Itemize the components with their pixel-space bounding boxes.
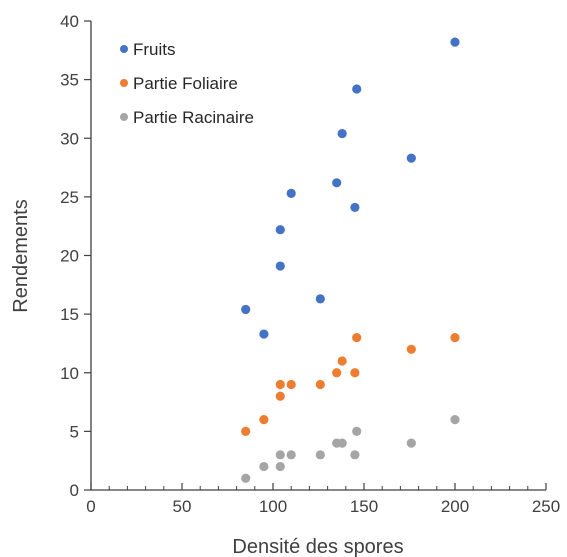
data-point: [332, 368, 342, 378]
legend-marker: [120, 45, 128, 53]
data-point: [241, 426, 251, 436]
data-point: [315, 450, 325, 460]
data-point: [275, 379, 285, 390]
data-point: [450, 332, 460, 343]
plot-area: 0 5 10 15 20 25 30 35 40 0 50 100 150 200 250: [60, 12, 560, 516]
y-tick-label: 10: [60, 364, 79, 383]
data-point: [337, 438, 347, 448]
data-points: [241, 37, 460, 483]
series-partie-racinaire: [241, 415, 460, 483]
legend-marker: [120, 113, 128, 121]
y-tick-label: 40: [60, 12, 79, 31]
data-point: [352, 332, 362, 343]
data-point: [286, 450, 296, 460]
data-point: [406, 344, 416, 354]
x-tick-label: 200: [441, 497, 469, 516]
y-tick-label: 20: [60, 247, 79, 266]
data-point: [241, 473, 251, 483]
data-point: [350, 202, 360, 213]
series-fruits: [241, 37, 460, 339]
legend: Fruits Partie Foliaire Partie Racinaire: [120, 40, 254, 127]
data-point: [241, 304, 251, 315]
legend-label: Partie Foliaire: [133, 74, 238, 93]
data-point: [275, 225, 285, 235]
data-point: [332, 178, 342, 188]
data-point: [315, 294, 325, 304]
data-point: [275, 461, 285, 472]
data-point: [286, 188, 296, 198]
data-point: [259, 415, 269, 425]
data-point: [337, 356, 347, 366]
legend-label: Partie Racinaire: [133, 108, 254, 127]
x-tick-label: 250: [532, 497, 560, 516]
y-tick-label: 0: [70, 481, 79, 500]
legend-label: Fruits: [133, 40, 176, 59]
data-point: [275, 450, 285, 460]
data-point: [406, 153, 416, 163]
y-tick-label: 25: [60, 188, 79, 207]
data-point: [275, 391, 285, 401]
data-point: [406, 438, 416, 448]
data-point: [352, 426, 362, 436]
data-point: [450, 415, 460, 425]
data-point: [350, 368, 360, 378]
legend-marker: [120, 79, 128, 87]
data-point: [337, 128, 347, 139]
y-tick-label: 15: [60, 305, 79, 324]
data-point: [286, 379, 296, 390]
y-tick-label: 35: [60, 71, 79, 90]
x-tick-label: 50: [173, 497, 192, 516]
data-point: [450, 37, 460, 47]
y-tick-label: 5: [70, 422, 79, 441]
x-tick-label: 100: [259, 497, 287, 516]
data-point: [350, 450, 360, 460]
x-tick-label: 0: [86, 497, 95, 516]
y-tick-label: 30: [60, 129, 79, 148]
x-axis-title: Densité des spores: [232, 536, 403, 557]
y-axis-title: Rendements: [10, 199, 32, 312]
data-point: [259, 329, 269, 339]
data-point: [275, 261, 285, 271]
data-point: [352, 84, 362, 94]
data-point: [259, 461, 269, 472]
x-tick-label: 150: [350, 497, 378, 516]
series-partie-foliaire: [241, 332, 460, 436]
data-point: [315, 379, 325, 390]
